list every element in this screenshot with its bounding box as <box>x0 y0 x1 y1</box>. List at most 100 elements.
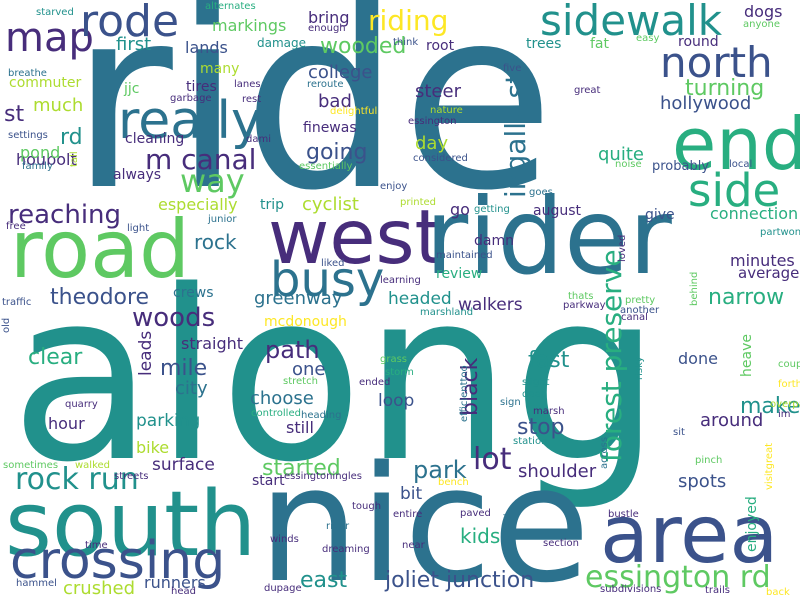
word-winds: winds <box>270 534 299 545</box>
word-essington: essington <box>408 116 457 127</box>
word-behind: behind <box>689 271 700 306</box>
word-ingalls-st: ingalls st <box>499 72 532 198</box>
word-sidewalk: sidewalk <box>540 0 723 45</box>
word-storm: storm <box>385 367 414 378</box>
word-tough: tough <box>352 501 382 512</box>
word-grass: grass <box>380 354 408 365</box>
word-straight: straight <box>181 334 244 353</box>
word-m-canal: m canal <box>145 143 257 176</box>
word-parking: parking <box>136 411 201 431</box>
word-crews: crews <box>173 285 214 301</box>
word-goes: goes <box>529 187 553 198</box>
word-risky: risky <box>634 356 645 380</box>
word-review: review <box>436 266 483 282</box>
word-park: park <box>413 456 467 484</box>
word-crossing: crossing <box>10 531 226 591</box>
word-hour: hour <box>48 414 85 433</box>
word-trails: trails <box>705 585 730 596</box>
word-sit: sit <box>673 427 685 438</box>
word-light: light <box>127 223 150 234</box>
word-couple: couple <box>778 359 800 370</box>
word-going: going <box>306 140 368 165</box>
word-along: along <box>10 241 662 514</box>
word-alternates: alternates <box>205 1 256 12</box>
word-cyclist: cyclist <box>302 194 359 215</box>
word-much: much <box>33 95 84 116</box>
word-forest-preserve: forest preserve <box>595 249 628 462</box>
word-delightful: delightful <box>330 106 378 117</box>
word-im: im <box>778 409 791 420</box>
word-connection: connection <box>710 204 799 223</box>
word-shoulder: shoulder <box>518 461 597 482</box>
word-another: another <box>620 305 660 316</box>
word-rest: rest <box>242 94 262 105</box>
word-pinch: pinch <box>695 455 723 466</box>
word-make: make <box>740 394 800 419</box>
word-damn: damn <box>474 233 514 249</box>
word-subdivisions: subdivisions <box>600 584 662 595</box>
word-junior: junior <box>208 214 237 225</box>
word-marsh: marsh <box>533 406 565 417</box>
word-way: way <box>180 162 245 200</box>
word-average: average <box>738 264 800 282</box>
word-north: north <box>660 38 773 87</box>
word-rd: rd <box>60 125 83 150</box>
word-great: great <box>574 85 601 96</box>
word-clear: clear <box>28 345 83 370</box>
word-go: go <box>450 200 470 219</box>
word-pretty: pretty <box>625 295 656 306</box>
word-stop: stop <box>517 415 565 440</box>
word-around: around <box>700 410 764 431</box>
word-starved: starved <box>36 7 74 18</box>
word-rode: rode <box>80 0 180 47</box>
word-entire: entire <box>393 509 423 520</box>
word-maintained: maintained <box>436 250 493 261</box>
word-nice: nice <box>258 431 591 600</box>
word-visitgreat: visitgreat <box>764 442 775 490</box>
word-country: country <box>501 513 512 552</box>
word-slight: slight <box>522 377 550 388</box>
word-wooded: wooded <box>320 34 407 59</box>
word-busy: busy <box>270 252 385 308</box>
word-road: road <box>10 203 190 296</box>
word-narrow: narrow <box>708 285 785 310</box>
word-nature: nature <box>430 105 463 116</box>
word-bench: bench <box>438 477 469 488</box>
word-west: west <box>268 193 444 281</box>
word-breathe: breathe <box>8 68 47 79</box>
word-finewas: finewas <box>303 120 357 136</box>
word-heave: heave <box>739 334 755 377</box>
word-dupage: dupage <box>264 583 302 594</box>
word-done: done <box>678 349 718 368</box>
word-many: many <box>200 61 240 77</box>
word-day: day <box>415 133 449 154</box>
word-commuter: commuter <box>9 75 82 91</box>
word-crushed: crushed <box>63 578 135 599</box>
word-theodore: theodore <box>50 285 150 310</box>
word-dami: dami <box>246 134 271 145</box>
word-tall: tall <box>69 151 80 167</box>
word-bit: bit <box>400 484 423 504</box>
word-across: across <box>599 436 610 469</box>
word-garbage: garbage <box>170 93 212 104</box>
word-rock: rock <box>194 230 237 254</box>
word-mcdonough: mcdonough <box>264 314 347 330</box>
word-partwonderfully: partwonderfully <box>760 227 800 238</box>
word-enjoyed: enjoyed <box>744 496 760 552</box>
word-minutes: minutes <box>730 251 795 270</box>
word-dogs: dogs <box>744 2 783 21</box>
word-end: end <box>672 102 800 186</box>
word-pond: pond <box>20 143 61 162</box>
word-st: st <box>4 102 25 127</box>
word-stretch: stretch <box>283 376 318 387</box>
word-walkers: walkers <box>458 295 523 315</box>
word-reroute: reroute <box>307 79 344 90</box>
word-walked: walked <box>75 460 111 471</box>
word-joliet-junction: joliet junction <box>385 568 535 593</box>
word-paved: paved <box>460 508 491 519</box>
word-section: section <box>543 538 580 549</box>
word-head: head <box>171 586 196 597</box>
word-lands: lands <box>185 38 228 57</box>
word-quarry: quarry <box>65 399 98 410</box>
